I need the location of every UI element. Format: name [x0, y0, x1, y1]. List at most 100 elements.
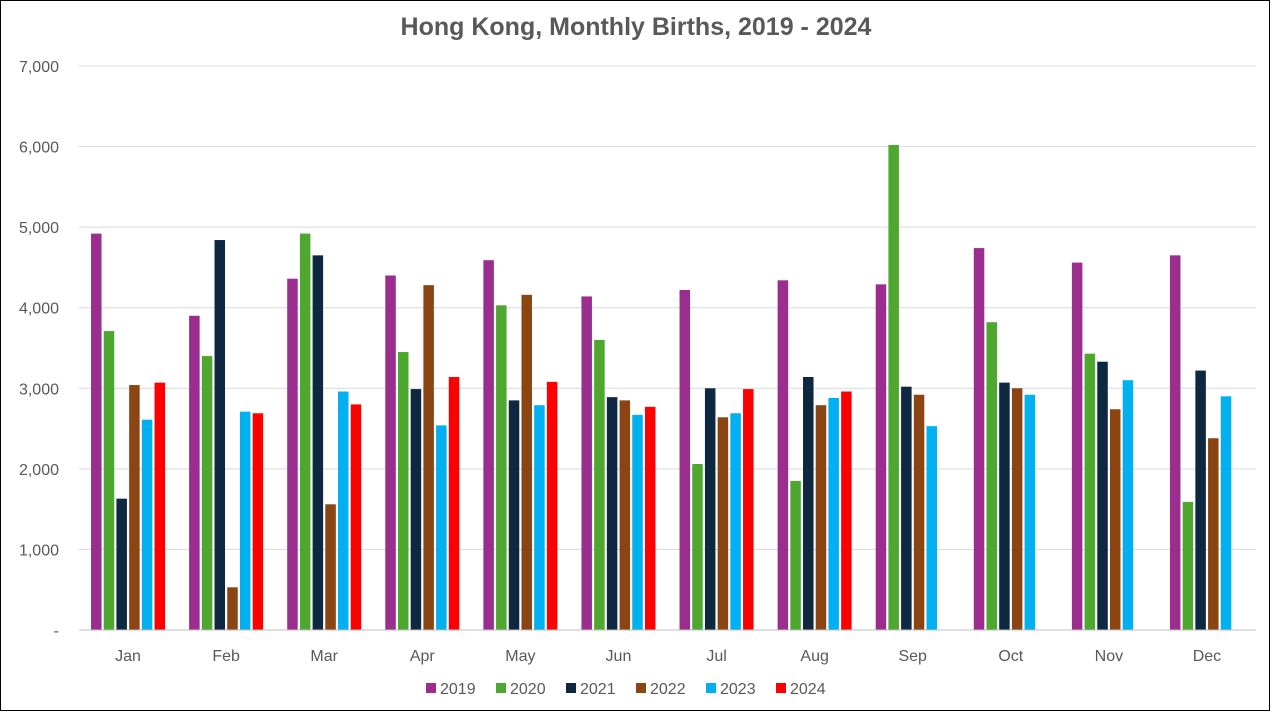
bar-2023-feb: [239, 411, 251, 630]
chart-plot: - 1,000 2,000 3,000 4,000 5,000 6,000 7,000 Jan…: [19, 59, 1256, 698]
legend-label-2022: 2022: [650, 681, 686, 698]
bar-2024-jul: [743, 389, 754, 630]
bar-2020-feb: [201, 356, 213, 630]
bar-2019-may: [483, 260, 494, 630]
bar-2019-aug: [777, 280, 789, 630]
y-tick-label: 3,000: [19, 381, 59, 398]
bar-2021-oct: [999, 382, 1010, 630]
bar-2022-apr: [423, 285, 434, 630]
bar-2024-aug: [841, 391, 852, 630]
bar-2021-nov: [1097, 361, 1108, 630]
y-tick-label: -: [54, 623, 59, 640]
bars: [91, 144, 1232, 631]
legend-label-2024: 2024: [790, 681, 826, 698]
legend-swatch-2019: [426, 683, 436, 693]
bar-2021-aug: [803, 377, 814, 630]
bar-2020-sep: [888, 144, 899, 630]
bar-2021-jun: [606, 397, 618, 630]
bar-2021-jan: [116, 498, 127, 630]
y-tick-label: 5,000: [19, 220, 59, 237]
legend-label-2020: 2020: [510, 681, 546, 698]
bar-2022-jun: [619, 400, 631, 630]
bar-2022-dec: [1208, 438, 1219, 630]
bar-2019-jan: [91, 233, 102, 631]
legend-swatch-2021: [566, 683, 576, 693]
bar-2019-feb: [189, 315, 200, 630]
y-tick-label: 2,000: [19, 462, 59, 479]
bar-2019-jun: [581, 296, 592, 630]
bar-2021-mar: [312, 255, 324, 631]
bar-2020-mar: [299, 233, 311, 631]
bar-2022-jan: [129, 385, 140, 630]
y-tick-label: 4,000: [19, 301, 59, 318]
bar-2021-apr: [410, 389, 422, 630]
x-tick-label: Dec: [1193, 648, 1221, 665]
bar-2021-jul: [704, 388, 716, 630]
bar-2021-dec: [1195, 370, 1206, 630]
bar-2019-dec: [1169, 255, 1181, 631]
chart-title: Hong Kong, Monthly Births, 2019 - 2024: [400, 13, 872, 41]
bar-2020-apr: [397, 352, 409, 630]
bar-2022-aug: [815, 405, 827, 630]
bar-2023-aug: [828, 397, 839, 630]
legend-label-2023: 2023: [720, 681, 756, 698]
bar-2022-mar: [325, 504, 336, 630]
bar-2023-mar: [338, 391, 349, 630]
bar-2019-mar: [287, 278, 298, 630]
bar-2023-jul: [730, 413, 741, 630]
bar-2022-sep: [913, 394, 925, 630]
bar-2024-feb: [252, 413, 264, 630]
legend-label-2021: 2021: [580, 681, 616, 698]
bar-2019-sep: [875, 284, 887, 630]
bar-2020-dec: [1182, 501, 1194, 630]
legend-swatch-2024: [776, 683, 786, 693]
bar-2020-jul: [692, 464, 703, 630]
legend-swatch-2023: [706, 683, 716, 693]
x-tick-label: Jul: [706, 648, 726, 665]
bar-2021-feb: [214, 240, 226, 630]
bar-2024-mar: [350, 404, 362, 630]
bar-2019-nov: [1071, 262, 1083, 630]
bar-2023-jan: [141, 419, 153, 630]
bar-2022-nov: [1109, 409, 1121, 630]
x-tick-label: May: [505, 648, 535, 665]
x-tick-label: Jun: [606, 648, 632, 665]
chart-frame: Hong Kong, Monthly Births, 2019 - 2024 -…: [0, 0, 1270, 711]
y-tick-label: 6,000: [19, 140, 59, 157]
bar-2019-apr: [385, 275, 396, 630]
bar-2022-may: [521, 294, 532, 630]
bar-2020-oct: [986, 322, 997, 630]
bar-2022-feb: [227, 587, 238, 630]
x-axis-tick-labels: Jan Feb Mar Apr May Jun Jul Aug Sep Oct Nov Dec: [115, 648, 1221, 665]
bar-2023-apr: [436, 425, 447, 630]
bar-2021-may: [508, 400, 520, 630]
x-tick-label: Mar: [310, 648, 338, 665]
y-tick-label: 7,000: [19, 59, 59, 76]
bar-2023-sep: [926, 426, 938, 630]
x-tick-label: Oct: [998, 648, 1023, 665]
bar-2020-may: [496, 305, 507, 630]
x-tick-label: Apr: [410, 648, 436, 665]
x-tick-label: Jan: [115, 648, 141, 665]
y-tick-label: 1,000: [19, 542, 59, 559]
bar-2024-may: [546, 381, 558, 630]
x-tick-label: Nov: [1095, 648, 1123, 665]
bar-2019-jul: [679, 289, 691, 630]
bar-2020-aug: [790, 480, 801, 630]
legend-label-2019: 2019: [440, 681, 476, 698]
y-axis-tick-labels: - 1,000 2,000 3,000 4,000 5,000 6,000 7,000: [19, 59, 59, 640]
gridlines: [79, 65, 1256, 550]
legend-swatch-2022: [636, 683, 646, 693]
bar-2022-oct: [1011, 388, 1023, 630]
bar-2024-jun: [644, 406, 656, 630]
bar-2020-jan: [103, 331, 115, 630]
bar-2023-dec: [1220, 396, 1232, 630]
bar-2024-jan: [154, 382, 166, 630]
legend: 2019 2020 2021 2022 2023 2024: [426, 681, 826, 698]
bar-2020-jun: [594, 339, 605, 630]
bar-2024-apr: [448, 377, 460, 630]
bar-2020-nov: [1084, 353, 1096, 630]
bar-2023-may: [534, 405, 545, 630]
x-tick-label: Aug: [800, 648, 828, 665]
x-tick-label: Feb: [212, 648, 240, 665]
